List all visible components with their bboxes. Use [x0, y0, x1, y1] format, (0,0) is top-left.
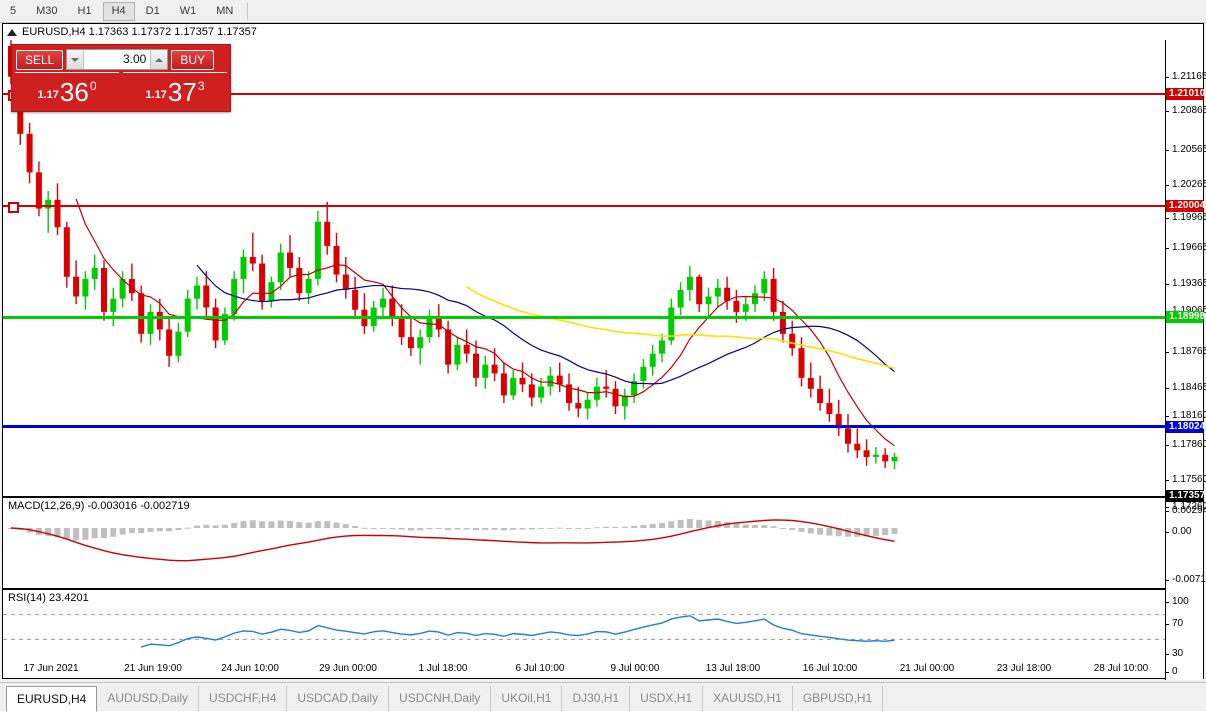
- time-label: 16 Jul 10:00: [802, 663, 858, 674]
- time-label: 17 Jun 2021: [23, 663, 79, 674]
- macd-tick-000: 0.00: [1166, 526, 1203, 538]
- timeframe-w1[interactable]: W1: [179, 4, 197, 17]
- chart-tab-dj30-h1[interactable]: DJ30,H1: [562, 686, 631, 711]
- macd-tick-000715: -0.00715: [1166, 574, 1206, 586]
- price-tick-1-20004[interactable]: 1.20004: [1166, 200, 1205, 212]
- price-tick-1-19365: 1.19365: [1166, 278, 1206, 290]
- rsi-pane[interactable]: RSI(14) 23.4201 17 Jun 2021 21 Jun 19:00 2…: [3, 588, 1165, 678]
- sell-price-prefix: 1.17: [37, 89, 59, 101]
- buy-price-point: 3: [197, 79, 205, 93]
- macd-axis-ticks: 0.002947 0.00 -0.00715: [1166, 496, 1206, 586]
- time-label: 13 Jul 18:00: [705, 663, 761, 674]
- price-tick-1-21165: 1.21165: [1166, 71, 1206, 83]
- macd-label: MACD(12,26,9) -0.003016 -0.002719: [8, 500, 190, 512]
- sell-price-quote[interactable]: 1.17 36 0: [15, 72, 119, 106]
- macd-pane[interactable]: MACD(12,26,9) -0.003016 -0.002719: [3, 496, 1165, 588]
- chart-title-bar: EURUSD,H4 1.17363 1.17372 1.17357 1.1735…: [3, 24, 1203, 40]
- chevron-up-icon: [155, 57, 164, 62]
- rsi-tick-100: 100: [1166, 596, 1203, 608]
- toolbar-divider: [247, 2, 249, 20]
- price-tick-1-17357[interactable]: 1.17357: [1166, 490, 1205, 502]
- level-line-resistance-121010[interactable]: [3, 93, 1165, 95]
- rsi-tick-70: 70: [1166, 618, 1203, 630]
- price-tick-1-19665: 1.19665: [1166, 242, 1206, 254]
- page-title: EURUSD,H4 1.17363 1.17372 1.17357 1.1735…: [22, 26, 257, 38]
- lot-increment-button[interactable]: [150, 50, 168, 69]
- chart-tab-usdcnh-daily[interactable]: USDCNH,Daily: [389, 686, 492, 711]
- lot-decrement-button[interactable]: [67, 50, 85, 69]
- price-tick-1-18765: 1.18765: [1166, 346, 1206, 358]
- timeframe-toolbar: 5 M30 H1 H4 D1 W1 MN: [0, 0, 1206, 23]
- time-label: 1 Jul 18:00: [418, 663, 468, 674]
- time-label: 28 Jul 10:00: [1093, 663, 1149, 674]
- macd-plot: [8, 518, 898, 562]
- buy-price-prefix: 1.17: [145, 89, 167, 101]
- chart-window: EURUSD,H4 1.17363 1.17372 1.17357 1.1735…: [2, 23, 1206, 680]
- chart-tab-xauusd-h1[interactable]: XAUUSD,H1: [703, 686, 793, 711]
- time-label: 29 Jun 00:00: [319, 663, 377, 674]
- level-line-support-118998[interactable]: [3, 316, 1165, 319]
- chart-tab-audusd-daily[interactable]: AUDUSD,Daily: [97, 686, 200, 711]
- timeframe-5[interactable]: 5: [10, 4, 17, 17]
- time-label: 9 Jul 00:00: [610, 663, 660, 674]
- price-tick-1-20565: 1.20565: [1166, 144, 1206, 156]
- chart-tab-usdcad-daily[interactable]: USDCAD,Daily: [287, 686, 390, 711]
- rsi-tick-30: 30: [1166, 648, 1203, 660]
- rsi-axis-ticks: 100 70 30 0: [1166, 588, 1203, 678]
- timeframe-mn[interactable]: MN: [216, 4, 234, 17]
- trade-panel-controls: SELL 3.00 BUY: [12, 45, 230, 71]
- level-line-resistance-120004[interactable]: [3, 205, 1165, 207]
- timeframe-d1[interactable]: D1: [145, 4, 160, 17]
- price-tick-1-17860: 1.17860: [1166, 439, 1206, 451]
- buy-button[interactable]: BUY: [171, 49, 215, 70]
- level-handle-resistance-120004[interactable]: [8, 202, 19, 213]
- level-line-support-118024[interactable]: [3, 425, 1165, 428]
- chart-tab-usdx-h1[interactable]: USDX,H1: [630, 686, 704, 711]
- trade-panel-quotes: 1.17 36 0 1.17 37 3: [12, 71, 230, 109]
- price-tick-1-18998[interactable]: 1.18998: [1166, 311, 1205, 323]
- chart-mode-icon: [7, 28, 17, 36]
- one-click-trading-panel[interactable]: SELL 3.00 BUY 1.17 36 0: [11, 44, 231, 112]
- sell-button[interactable]: SELL: [16, 49, 64, 70]
- price-chart-pane[interactable]: [3, 40, 1165, 496]
- sell-price-point: 0: [89, 79, 97, 93]
- price-tick-1-17260: 1.17260: [1166, 501, 1206, 513]
- chart-tab-eurusd-h4[interactable]: EURUSD,H4: [6, 686, 98, 712]
- chart-tab-gbpusd-h1[interactable]: GBPUSD,H1: [793, 686, 884, 711]
- price-tick-1-19965: 1.19965: [1166, 212, 1206, 224]
- timeframe-m30[interactable]: M30: [36, 4, 58, 17]
- price-tick-1-17560: 1.17560: [1166, 474, 1206, 486]
- timeframe-h1[interactable]: H1: [77, 4, 92, 17]
- time-label: 21 Jun 19:00: [124, 663, 182, 674]
- price-tick-1-18465: 1.18465: [1166, 382, 1206, 394]
- lot-size-input[interactable]: 3.00: [123, 52, 147, 66]
- buy-price-big: 37: [167, 77, 197, 107]
- time-label: 24 Jun 10:00: [221, 663, 279, 674]
- sell-price-big: 36: [59, 77, 89, 107]
- price-axis[interactable]: 1.21165 1.21010 1.20865 1.20565 1.20265 1.200…: [1165, 40, 1206, 680]
- chart-tab-ukoil-h1[interactable]: UKOil,H1: [491, 686, 563, 711]
- chevron-down-icon: [71, 57, 80, 62]
- timeframe-h4[interactable]: H4: [102, 1, 135, 21]
- price-tick-1-20265: 1.20265: [1166, 179, 1206, 191]
- time-label: 23 Jul 18:00: [996, 663, 1052, 674]
- chart-tab-usdchf-h4[interactable]: USDCHF,H4: [199, 686, 288, 711]
- price-tick-1-18024[interactable]: 1.18024: [1166, 421, 1205, 433]
- macd-tick-0002947: 0.002947: [1166, 505, 1206, 517]
- lot-size-stepper[interactable]: 3.00: [66, 49, 169, 70]
- time-label: 6 Jul 10:00: [515, 663, 565, 674]
- price-tick-1-18160: 1.18160: [1166, 410, 1206, 422]
- buy-price-quote[interactable]: 1.17 37 3: [123, 72, 227, 106]
- chart-tab-bar: EURUSD,H4 AUDUSD,Daily USDCHF,H4 USDCAD,Dai…: [0, 682, 1206, 712]
- time-label: 21 Jul 00:00: [899, 663, 955, 674]
- rsi-label: RSI(14) 23.4201: [8, 592, 89, 604]
- price-tick-1-21010[interactable]: 1.21010: [1166, 88, 1205, 100]
- time-axis: 17 Jun 2021 21 Jun 19:00 24 Jun 10:00 29 Ju…: [3, 662, 1165, 678]
- price-tick-1-20865: 1.20865: [1166, 105, 1206, 117]
- rsi-tick-0: 0: [1166, 666, 1203, 678]
- rsi-plot: [3, 614, 1165, 648]
